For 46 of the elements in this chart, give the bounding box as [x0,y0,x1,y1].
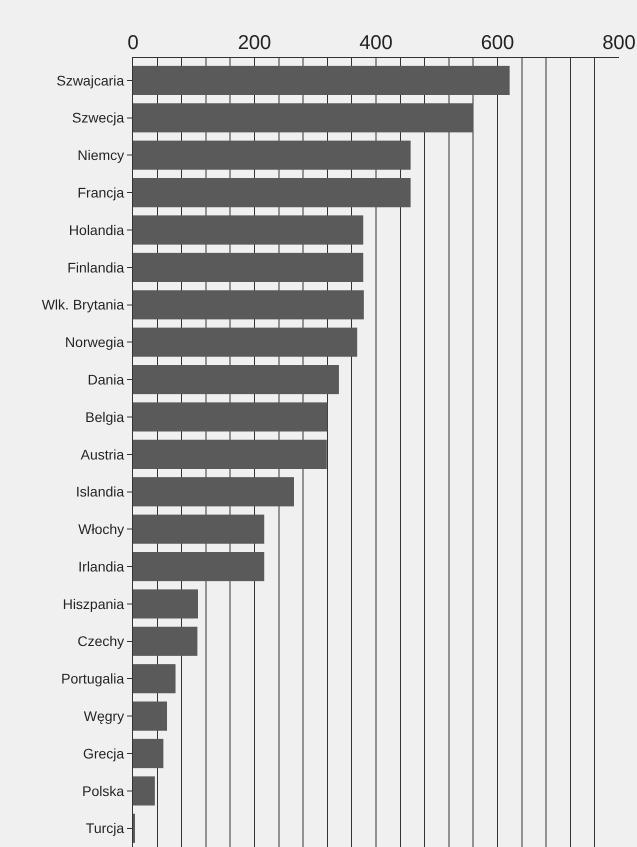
y-tick-label: Polska [82,782,124,799]
bar [133,215,364,245]
y-tick-label: Dania [88,371,124,388]
y-tick-label: Szwajcaria [56,72,124,88]
bar [133,776,155,806]
bar [133,552,264,582]
bar [133,626,198,656]
y-tick-label: Islandia [76,484,124,500]
bar [133,477,294,506]
y-tick-label: Irlandia [78,558,124,574]
y-tick-label: Hiszpania [62,596,124,612]
y-tick-label: Austria [80,446,124,462]
y-tick-label: Grecja [82,745,124,762]
y-tick-label: Belgia [85,408,124,425]
bar [133,140,411,170]
y-tick-label: Węgry [84,708,124,724]
x-tick-label: 400 [359,32,393,54]
bar [133,402,328,432]
bar [133,702,168,731]
x-tick-label: 0 [127,32,139,54]
y-tick-label: Włochy [78,521,124,538]
x-tick-label: 800 [602,32,636,54]
y-tick-label: Wlk. Brytania [42,296,124,313]
bar [133,664,176,694]
bar [133,589,198,619]
bar [133,290,364,320]
y-tick-label: Niemcy [78,147,124,164]
y-tick-label: Szwecja [72,110,124,126]
x-tick-label: 200 [238,32,272,54]
y-tick-label: Portugalia [61,670,124,687]
y-tick-label: Finlandia [67,259,124,276]
bar [133,738,164,768]
y-tick-label: Holandia [68,222,124,238]
y-tick-label: Turcja [86,820,124,836]
y-tick-label: Czechy [78,633,124,650]
bar [133,365,339,394]
bar [133,440,327,469]
y-tick-label: Norwegia [65,334,124,350]
bar [133,252,364,282]
x-tick-label: 600 [480,32,514,54]
y-tick-label: Francja [78,184,124,201]
bar [133,103,474,132]
bar [133,514,264,544]
bar [133,66,510,96]
bar [133,328,358,357]
bar [133,178,411,208]
